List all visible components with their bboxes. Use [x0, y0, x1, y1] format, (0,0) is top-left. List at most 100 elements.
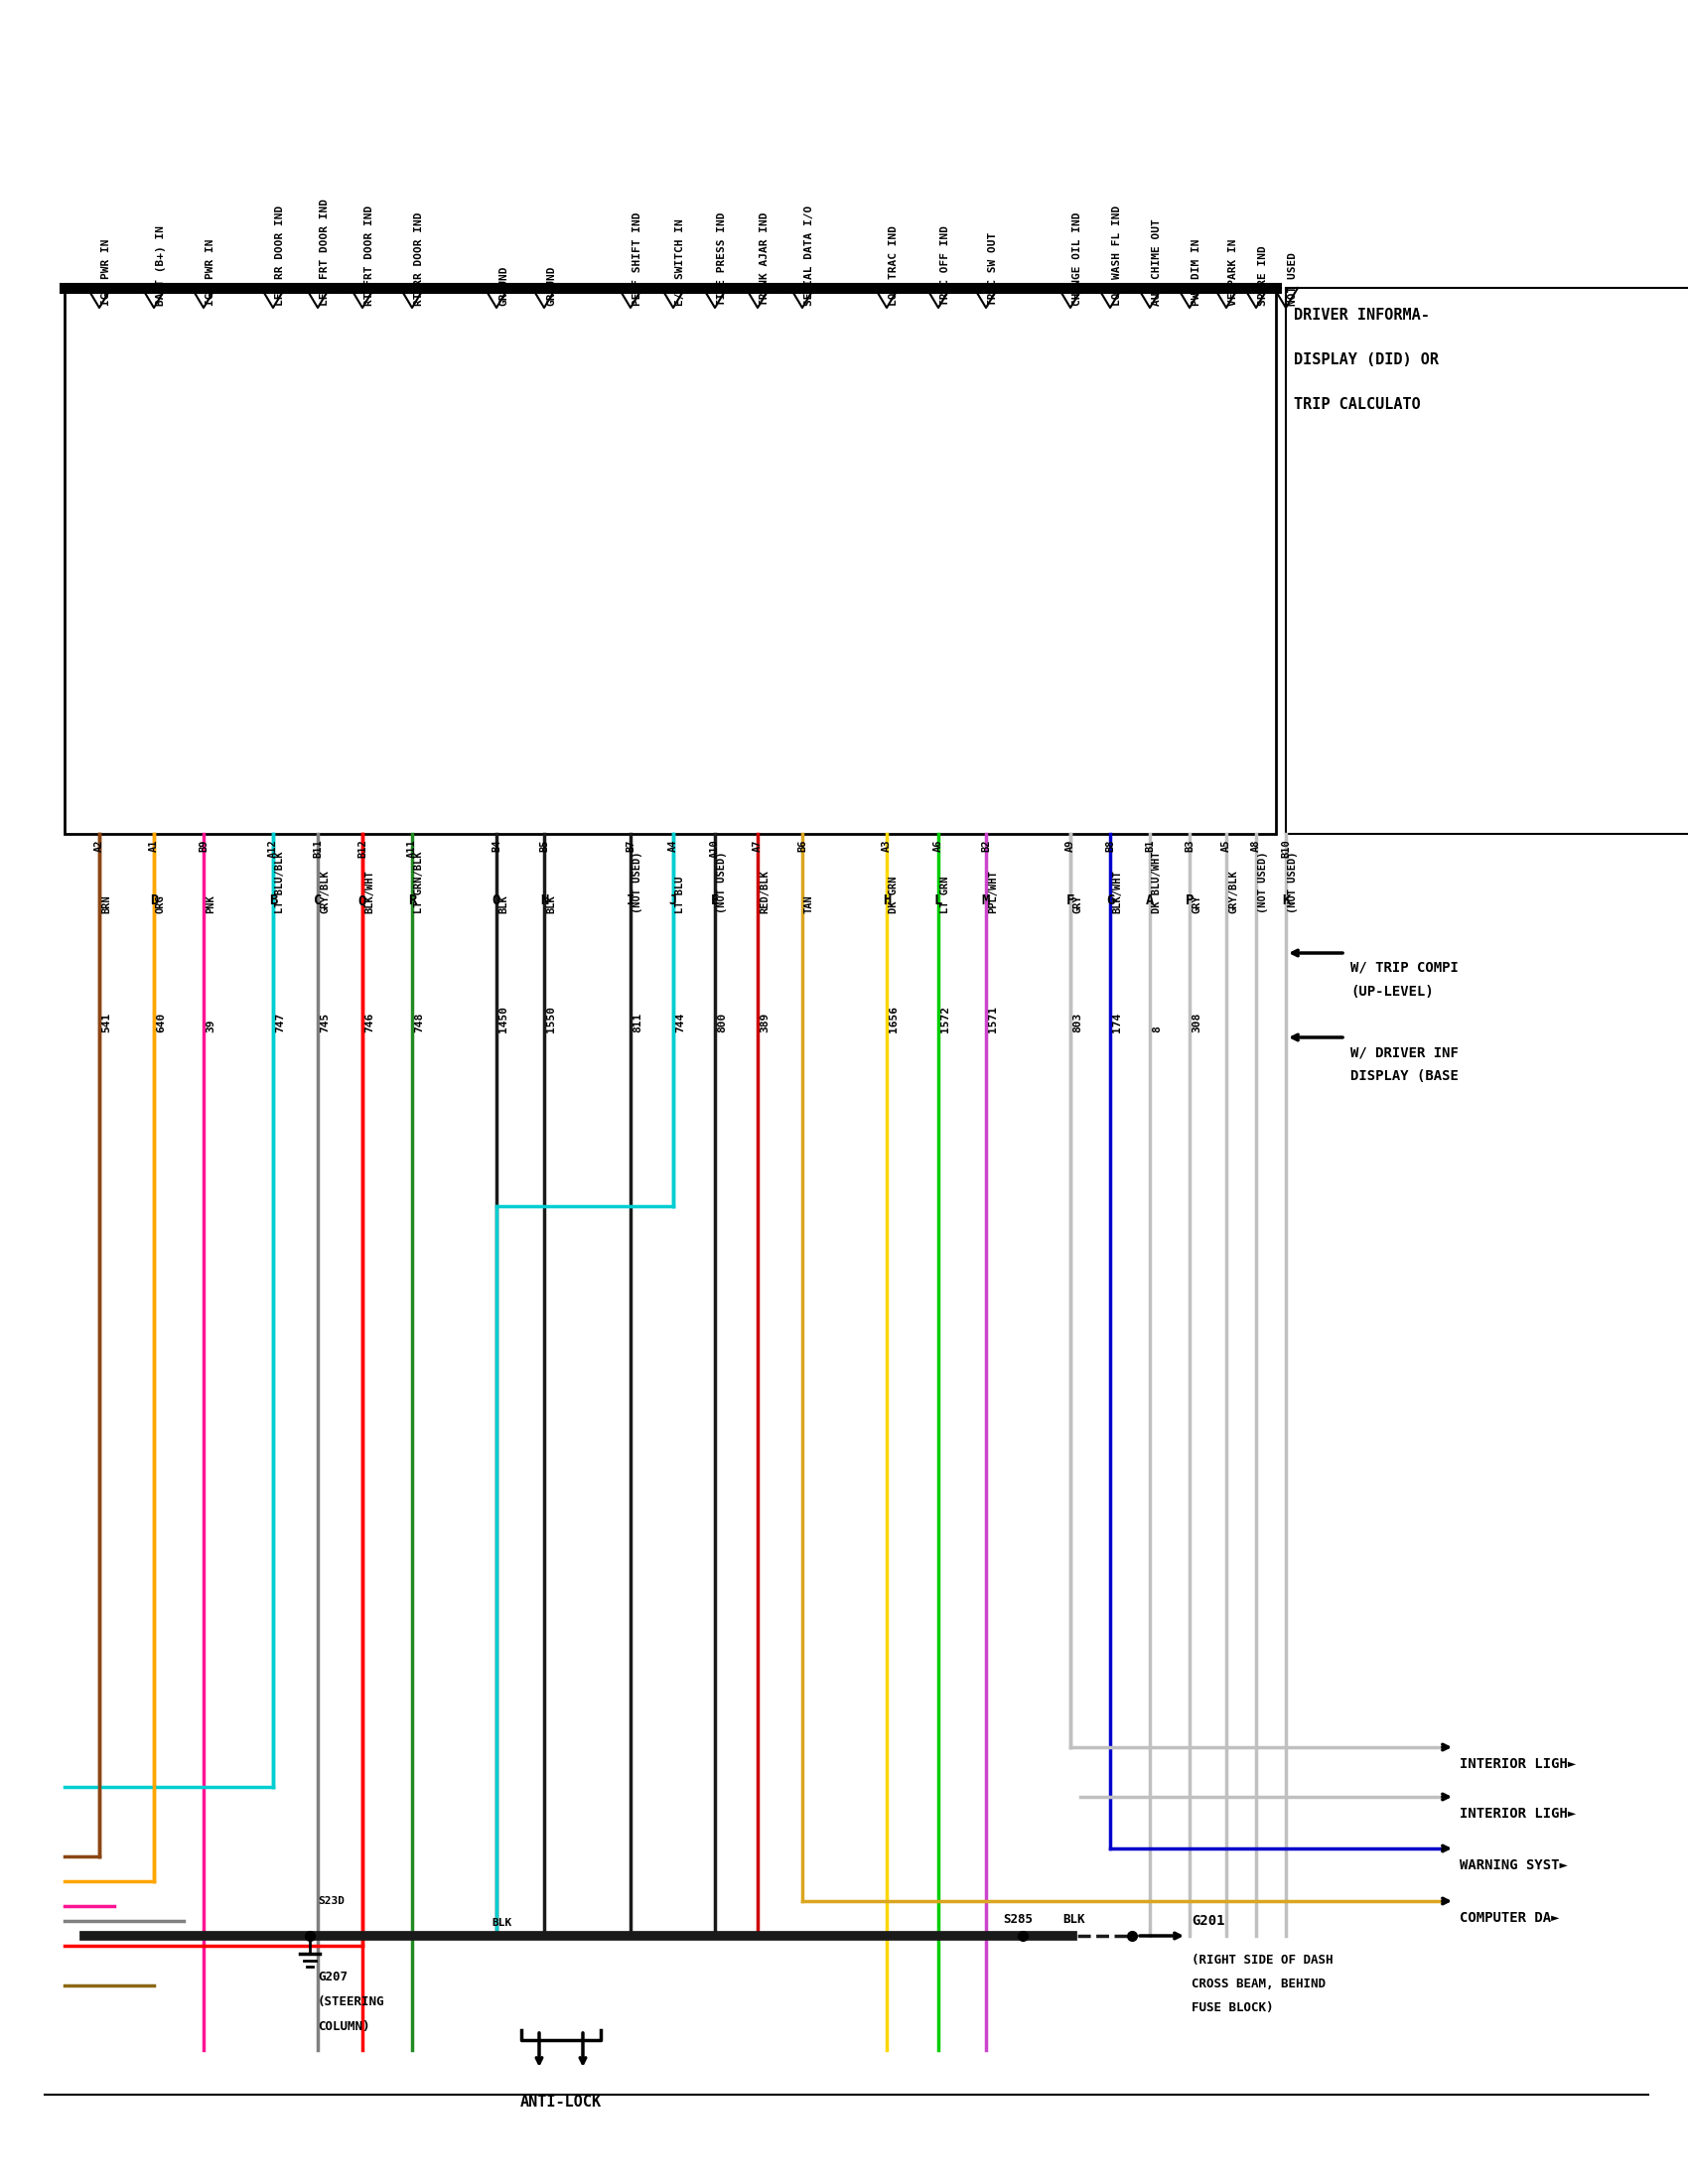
- Text: COMPUTER DA►: COMPUTER DA►: [1460, 1911, 1560, 1924]
- Text: LOW WASH FL IND: LOW WASH FL IND: [1112, 205, 1123, 306]
- Text: 744: 744: [675, 1013, 685, 1033]
- Text: BLK/WHT: BLK/WHT: [1112, 869, 1123, 913]
- Text: 747: 747: [275, 1013, 285, 1033]
- Text: Q: Q: [358, 893, 366, 906]
- Text: BLK: BLK: [491, 1918, 511, 1928]
- Text: BLK: BLK: [1062, 1913, 1085, 1926]
- Text: L: L: [933, 893, 942, 906]
- Text: CHANGE OIL IND: CHANGE OIL IND: [1072, 212, 1082, 306]
- Text: (RIGHT SIDE OF DASH: (RIGHT SIDE OF DASH: [1192, 1955, 1334, 1966]
- Text: W/ TRIP COMPI: W/ TRIP COMPI: [1350, 961, 1458, 974]
- Text: BLK/WHT: BLK/WHT: [365, 869, 375, 913]
- Text: 174: 174: [1112, 1013, 1123, 1033]
- Text: 745: 745: [319, 1013, 329, 1033]
- Text: A7: A7: [753, 839, 763, 852]
- Text: 746: 746: [365, 1013, 375, 1033]
- Text: A1: A1: [149, 839, 159, 852]
- Text: IGN PWR IN: IGN PWR IN: [206, 238, 216, 306]
- Text: S285: S285: [1003, 1913, 1033, 1926]
- Text: (NOT USED): (NOT USED): [1288, 852, 1298, 913]
- Text: B10: B10: [1281, 839, 1291, 858]
- Text: G201: G201: [1192, 1913, 1225, 1928]
- Text: 1572: 1572: [940, 1005, 950, 1033]
- Text: B1: B1: [1144, 839, 1155, 852]
- Text: FUSE BLOCK): FUSE BLOCK): [1192, 2001, 1273, 2014]
- Text: G: G: [1106, 893, 1114, 906]
- Text: BATT (B+) IN: BATT (B+) IN: [155, 225, 165, 306]
- Text: GRY/BLK: GRY/BLK: [319, 869, 329, 913]
- Text: WARNING SYST►: WARNING SYST►: [1460, 1859, 1568, 1872]
- Text: B2: B2: [981, 839, 991, 852]
- Text: 1550: 1550: [547, 1005, 555, 1033]
- Text: 1450: 1450: [498, 1005, 508, 1033]
- Text: AUX CHIME OUT: AUX CHIME OUT: [1151, 218, 1161, 306]
- Text: F: F: [1067, 893, 1075, 906]
- Text: B9: B9: [199, 839, 209, 852]
- Text: A9: A9: [1065, 839, 1075, 852]
- Text: TRIP CALCULATO: TRIP CALCULATO: [1293, 397, 1421, 413]
- Text: 803: 803: [1072, 1013, 1082, 1033]
- Text: 811: 811: [633, 1013, 643, 1033]
- Text: 1571: 1571: [987, 1005, 998, 1033]
- Text: A: A: [1146, 893, 1155, 906]
- Text: PNK: PNK: [206, 895, 216, 913]
- Text: (UP-LEVEL): (UP-LEVEL): [1350, 985, 1433, 998]
- Text: INTERIOR LIGH►: INTERIOR LIGH►: [1460, 1758, 1577, 1771]
- Text: A5: A5: [1222, 839, 1231, 852]
- Text: S23D: S23D: [317, 1896, 344, 1907]
- Text: A11: A11: [407, 839, 417, 858]
- Text: TAN: TAN: [803, 895, 814, 913]
- Text: COLUMN): COLUMN): [317, 2020, 370, 2033]
- Text: I: I: [626, 893, 635, 906]
- Text: B8: B8: [1106, 839, 1116, 852]
- Text: N: N: [540, 893, 549, 906]
- Text: PWM DIM IN: PWM DIM IN: [1192, 238, 1202, 306]
- Text: G207: G207: [317, 1970, 348, 1983]
- Text: A8: A8: [1251, 839, 1261, 852]
- Text: (STEERING: (STEERING: [317, 1996, 385, 2009]
- Text: (NOT USED): (NOT USED): [1258, 852, 1268, 913]
- Text: IGN PWR IN: IGN PWR IN: [101, 238, 111, 306]
- Text: 308: 308: [1192, 1013, 1202, 1033]
- Text: DISPLAY (BASE: DISPLAY (BASE: [1350, 1070, 1458, 1083]
- Text: CROSS BEAM, BEHIND: CROSS BEAM, BEHIND: [1192, 1977, 1325, 1990]
- Text: E: E: [711, 893, 719, 906]
- Text: DISPLAY (DID) OR: DISPLAY (DID) OR: [1293, 352, 1438, 367]
- Text: C: C: [314, 893, 322, 906]
- Text: J: J: [668, 893, 677, 906]
- Text: GRY: GRY: [1072, 895, 1082, 913]
- Text: RT RR DOOR IND: RT RR DOOR IND: [414, 212, 424, 306]
- Text: TRAC OFF IND: TRAC OFF IND: [940, 225, 950, 306]
- Text: TRAC SW OUT: TRAC SW OUT: [987, 232, 998, 306]
- Text: B12: B12: [358, 839, 368, 858]
- Text: (NOT USED): (NOT USED): [633, 852, 643, 913]
- Text: B3: B3: [1185, 839, 1195, 852]
- Text: A6: A6: [933, 839, 944, 852]
- Text: A3: A3: [881, 839, 891, 852]
- Text: A2: A2: [95, 839, 105, 852]
- Text: BRN: BRN: [101, 895, 111, 913]
- Text: DRIVER INFORMA-: DRIVER INFORMA-: [1293, 308, 1430, 323]
- Bar: [64, 288, 1276, 834]
- Text: PPL/WHT: PPL/WHT: [987, 869, 998, 913]
- Text: LT GRN: LT GRN: [940, 876, 950, 913]
- Text: O: O: [493, 893, 501, 906]
- Text: R: R: [408, 893, 417, 906]
- Text: E/M SWITCH IN: E/M SWITCH IN: [675, 218, 685, 306]
- Text: B7: B7: [626, 839, 635, 852]
- Text: 748: 748: [414, 1013, 424, 1033]
- Text: 541: 541: [101, 1013, 111, 1033]
- Text: B11: B11: [312, 839, 322, 858]
- Text: GROUND: GROUND: [498, 266, 508, 306]
- Text: BLK: BLK: [498, 895, 508, 913]
- Text: DK GRN: DK GRN: [888, 876, 898, 913]
- Text: TIRE PRESS IND: TIRE PRESS IND: [717, 212, 728, 306]
- Text: TRUNK AJAR IND: TRUNK AJAR IND: [760, 212, 770, 306]
- Text: ORG: ORG: [155, 895, 165, 913]
- Text: RT FRT DOOR IND: RT FRT DOOR IND: [365, 205, 375, 306]
- Text: B6: B6: [797, 839, 807, 852]
- Text: K: K: [1281, 893, 1290, 906]
- Text: LT BLU/BLK: LT BLU/BLK: [275, 852, 285, 913]
- Text: GRY: GRY: [1192, 895, 1202, 913]
- Text: LOW TRAC IND: LOW TRAC IND: [888, 225, 898, 306]
